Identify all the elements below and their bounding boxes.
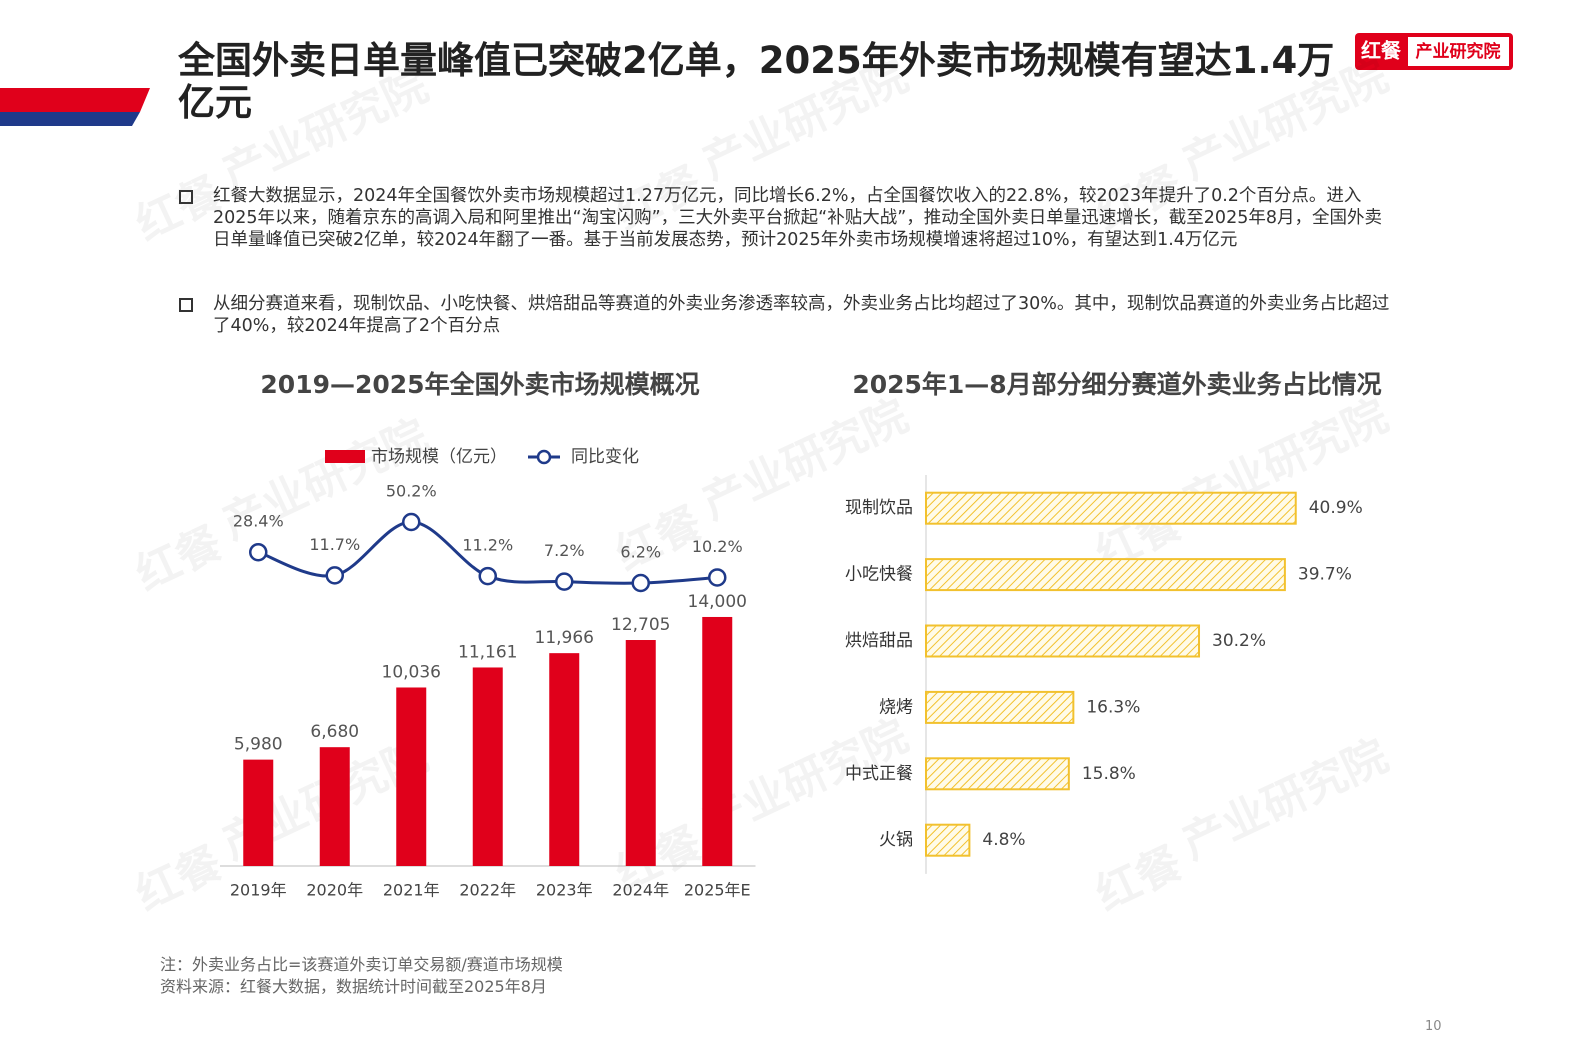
data-label: 28.4% bbox=[233, 512, 284, 531]
bar bbox=[243, 759, 274, 866]
bar bbox=[925, 491, 1297, 525]
source: 资料来源：红餐大数据，数据统计时间截至2025年8月 bbox=[160, 977, 547, 996]
legend-label: 市场规模（亿元） bbox=[371, 447, 507, 467]
y-tick-label: 现制饮品 bbox=[845, 498, 913, 518]
x-tick-label: 2025年E bbox=[684, 881, 751, 900]
line-marker bbox=[555, 572, 574, 591]
bar bbox=[925, 624, 1201, 658]
watermark: 红餐 bbox=[128, 517, 229, 600]
y-tick-label: 中式正餐 bbox=[845, 764, 913, 784]
data-label: 11,966 bbox=[535, 628, 594, 648]
data-label: 5,980 bbox=[234, 735, 283, 755]
data-label: 6.2% bbox=[620, 543, 661, 562]
line-marker bbox=[478, 566, 497, 586]
bar bbox=[549, 653, 580, 866]
y-tick-label: 烘焙甜品 bbox=[845, 631, 913, 651]
bar bbox=[625, 640, 656, 866]
bar bbox=[925, 757, 1070, 791]
watermark: 产业研究院 bbox=[1175, 730, 1396, 869]
data-label: 15.8% bbox=[1082, 764, 1136, 784]
legend-label: 同比变化 bbox=[571, 447, 639, 467]
accent-blue bbox=[0, 112, 140, 126]
data-label: 6,680 bbox=[310, 722, 359, 742]
legend-swatch bbox=[325, 450, 365, 463]
data-label: 10,036 bbox=[382, 662, 441, 682]
data-label: 14,000 bbox=[688, 592, 747, 612]
data-label: 16.3% bbox=[1086, 697, 1140, 717]
bar bbox=[396, 687, 427, 866]
bar bbox=[702, 616, 733, 866]
line-marker bbox=[249, 542, 268, 562]
bullet-text: 红餐大数据显示，2024年全国餐饮外卖市场规模超过1.27万亿元，同比增长6.2… bbox=[213, 186, 1382, 250]
y-tick-label: 小吃快餐 bbox=[845, 565, 913, 585]
logo-inner bbox=[1408, 37, 1509, 66]
watermark: 红餐 bbox=[128, 837, 229, 920]
x-tick-label: 2022年 bbox=[459, 881, 516, 900]
data-label: 39.7% bbox=[1298, 565, 1352, 585]
logo-name: 产业研究院 bbox=[1416, 41, 1501, 62]
chart-title: 2019—2025年全国外卖市场规模概况 bbox=[260, 370, 700, 399]
accent-red bbox=[0, 88, 150, 112]
bar bbox=[319, 747, 350, 866]
page-number: 10 bbox=[1425, 1019, 1442, 1034]
data-label: 11.7% bbox=[309, 535, 360, 554]
note: 注：外卖业务占比=该赛道外卖订单交易额/赛道市场规模 bbox=[160, 955, 563, 974]
bullet: 红餐大数据显示，2024年全国餐饮外卖市场规模超过1.27万亿元，同比增长6.2… bbox=[179, 185, 1398, 251]
data-label: 7.2% bbox=[544, 541, 585, 560]
bar bbox=[472, 667, 503, 866]
data-label: 30.2% bbox=[1212, 631, 1266, 651]
legend-marker bbox=[536, 449, 552, 465]
data-label: 11,161 bbox=[458, 642, 517, 662]
data-label: 40.9% bbox=[1309, 498, 1363, 518]
data-label: 4.8% bbox=[982, 830, 1025, 850]
line-marker bbox=[402, 512, 421, 532]
data-label: 50.2% bbox=[386, 481, 437, 500]
logo-brand: 红餐 bbox=[1361, 39, 1402, 63]
bar bbox=[925, 558, 1286, 592]
x-tick-label: 2019年 bbox=[230, 881, 287, 900]
x-tick-label: 2020年 bbox=[306, 881, 363, 900]
y-tick-label: 火锅 bbox=[879, 830, 913, 850]
line-marker bbox=[708, 568, 727, 587]
data-label: 12,705 bbox=[611, 615, 670, 635]
bar bbox=[925, 690, 1075, 724]
data-label: 10.2% bbox=[692, 537, 743, 556]
bullet-text: 从细分赛道来看，现制饮品、小吃快餐、烘焙甜品等赛道的外卖业务渗透率较高，外卖业务… bbox=[213, 294, 1390, 336]
chart-title: 2025年1—8月部分细分赛道外卖业务占比情况 bbox=[852, 370, 1382, 399]
bar bbox=[925, 823, 971, 857]
line-marker bbox=[631, 573, 650, 593]
x-tick-label: 2024年 bbox=[612, 881, 669, 900]
bullet: 从细分赛道来看，现制饮品、小吃快餐、烘焙甜品等赛道的外卖业务渗透率较高，外卖业务… bbox=[179, 293, 1398, 337]
watermark: 红餐 bbox=[1088, 837, 1189, 920]
data-label: 11.2% bbox=[462, 536, 513, 555]
page-title: 全国外卖日单量峰值已突破2亿单，2025年外卖市场规模有望达1.4万亿元 bbox=[178, 39, 1335, 124]
x-tick-label: 2023年 bbox=[536, 881, 593, 900]
line-marker bbox=[325, 566, 344, 585]
y-tick-label: 烧烤 bbox=[879, 697, 913, 717]
x-tick-label: 2021年 bbox=[383, 881, 440, 900]
